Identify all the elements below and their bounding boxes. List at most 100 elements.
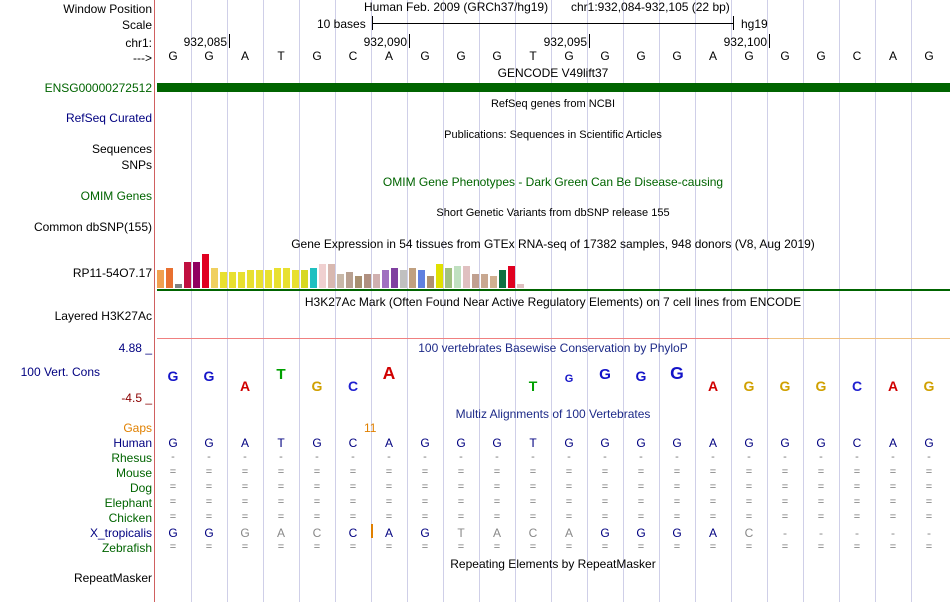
dbsnp-track-label[interactable]: Common dbSNP(155)	[33, 220, 152, 234]
gtex-tissue-bar	[283, 268, 290, 288]
conservation-min-label: -4.5 _	[121, 391, 152, 405]
alignment-base: =	[925, 541, 933, 553]
scale-bar-right-cap	[733, 16, 734, 30]
sequence-base: G	[420, 49, 430, 63]
alignment-base: -	[351, 451, 355, 463]
alignment-base: =	[313, 541, 321, 553]
window-position-label: Window Position	[63, 2, 152, 16]
alignment-base: =	[349, 481, 357, 493]
species-label: Zebrafish	[101, 541, 152, 555]
alignment-base: =	[493, 541, 501, 553]
alignment-base: -	[171, 451, 175, 463]
alignment-base: =	[457, 511, 465, 523]
alignment-base: =	[565, 496, 573, 508]
alignment-base: =	[205, 466, 213, 478]
alignment-base: G	[456, 436, 466, 450]
gtex-tissue-bar	[328, 264, 335, 288]
alignment-base: =	[601, 511, 609, 523]
alignment-base: =	[385, 481, 393, 493]
refseq-track-label[interactable]: RefSeq Curated	[65, 111, 152, 125]
alignment-base: A	[492, 526, 501, 540]
gtex-tissue-bar	[445, 268, 452, 288]
alignment-base: C	[348, 436, 358, 450]
alignment-base: C	[852, 436, 862, 450]
conservation-glyph: A	[239, 378, 251, 394]
position-tick-label: 932,095	[543, 35, 587, 49]
alignment-base: =	[241, 511, 249, 523]
conservation-track-label[interactable]: 100 Vert. Cons	[20, 365, 100, 379]
h3k27ac-signal-line	[157, 338, 769, 339]
alignment-base: =	[349, 511, 357, 523]
gtex-tissue-bar	[463, 266, 470, 288]
alignment-base: =	[817, 496, 825, 508]
alignment-base: =	[781, 466, 789, 478]
alignment-base: =	[457, 541, 465, 553]
alignment-base: A	[708, 526, 717, 540]
alignment-base: =	[925, 466, 933, 478]
gtex-tissue-bar	[337, 274, 344, 288]
base-grid-line	[299, 0, 300, 602]
alignment-base: -	[495, 451, 499, 463]
alignment-base: G	[492, 436, 502, 450]
multiz-gap-count: 11	[364, 421, 377, 435]
alignment-base: -	[243, 451, 247, 463]
alignment-base: =	[169, 511, 177, 523]
assembly-title[interactable]: Human Feb. 2009 (GRCh37/hg19)	[364, 0, 549, 14]
gtex-tissue-bar	[301, 270, 308, 288]
alignment-base: =	[817, 511, 825, 523]
alignment-base: G	[672, 526, 682, 540]
base-grid-line	[407, 0, 408, 602]
chr-label: chr1:	[125, 36, 152, 50]
publications-label-sequences[interactable]: Sequences	[91, 142, 152, 156]
alignment-base: C	[312, 526, 322, 540]
base-grid-line	[335, 0, 336, 602]
gtex-tissue-bar	[229, 272, 236, 288]
alignment-base: =	[817, 481, 825, 493]
conservation-glyph: G	[599, 366, 611, 383]
gtex-tissue-bar	[274, 268, 281, 288]
gencode-gene-feature[interactable]	[157, 83, 950, 92]
alignment-base: G	[600, 526, 610, 540]
alignment-base: =	[241, 481, 249, 493]
sequence-base: A	[384, 49, 393, 63]
gtex-tissue-bar	[490, 276, 497, 288]
publications-label-snps[interactable]: SNPs	[121, 158, 152, 172]
position-tick-label: 932,100	[723, 35, 767, 49]
alignment-base: -	[315, 451, 319, 463]
h3k27ac-track-label[interactable]: Layered H3K27Ac	[54, 309, 152, 323]
gtex-tissue-bar	[508, 266, 515, 288]
alignment-base: -	[927, 526, 931, 540]
alignment-base: =	[853, 496, 861, 508]
alignment-base: =	[529, 481, 537, 493]
alignment-base: G	[600, 436, 610, 450]
gtex-tissue-bar	[427, 276, 434, 288]
base-grid-line	[695, 0, 696, 602]
sequence-base: G	[492, 49, 502, 63]
alignment-base: G	[240, 526, 250, 540]
alignment-base: =	[853, 481, 861, 493]
omim-track-label[interactable]: OMIM Genes	[80, 189, 152, 203]
alignment-base: =	[565, 466, 573, 478]
alignment-base: -	[459, 451, 463, 463]
sequence-base: A	[708, 49, 717, 63]
base-grid-line	[551, 0, 552, 602]
position-tick-label: 932,090	[363, 35, 407, 49]
alignment-base: A	[708, 436, 717, 450]
sequence-base: G	[564, 49, 574, 63]
gencode-track-label[interactable]: ENSG00000272512	[44, 81, 152, 95]
gtex-tissue-bar	[472, 274, 479, 288]
strand-arrow-label: --->	[133, 51, 152, 65]
alignment-base: =	[781, 481, 789, 493]
alignment-base: =	[745, 481, 753, 493]
position-readout[interactable]: chr1:932,084-932,105 (22 bp)	[571, 0, 730, 14]
gtex-track-label[interactable]: RP11-54O7.17	[72, 266, 152, 280]
conservation-glyph: T	[276, 366, 286, 383]
repeatmasker-track-label[interactable]: RepeatMasker	[73, 571, 152, 585]
gtex-tissue-bar	[310, 268, 317, 288]
gtex-tissue-bar	[454, 266, 461, 288]
alignment-base: -	[819, 451, 823, 463]
insertion-marker	[371, 524, 373, 538]
alignment-base: -	[855, 451, 859, 463]
gtex-tissue-bar	[436, 264, 443, 288]
alignment-base: -	[639, 451, 643, 463]
